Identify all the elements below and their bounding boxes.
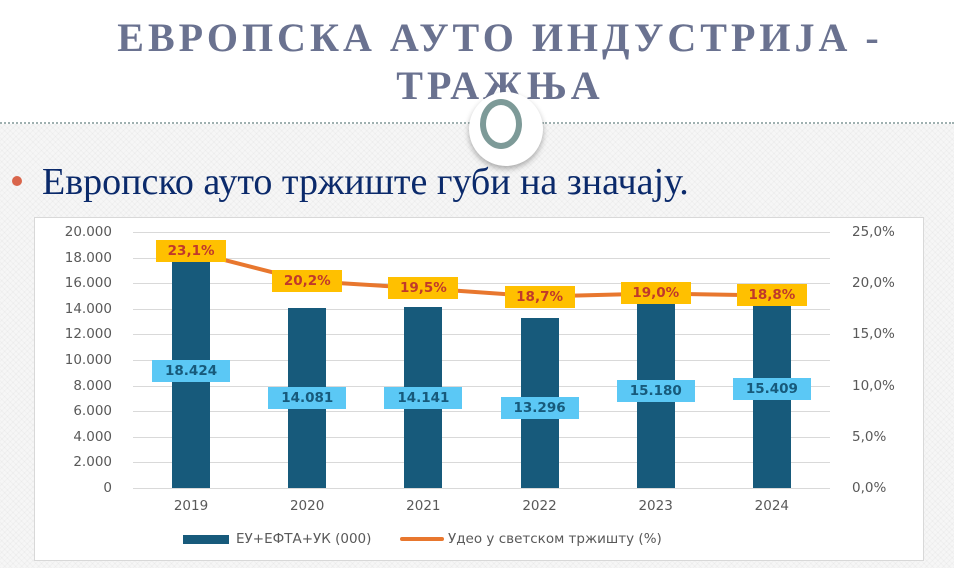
legend-line-label: Удео у светском тржишту (%) bbox=[448, 531, 662, 547]
slide-title-line1: ЕВРОПСКА АУТО ИНДУСТРИЈА - bbox=[117, 15, 883, 60]
gridline bbox=[133, 411, 830, 413]
x-axis-label: 2021 bbox=[406, 498, 441, 514]
gridline bbox=[133, 462, 830, 464]
bar-value-label: 18.424 bbox=[152, 360, 231, 382]
y2-axis-tick: 10,0% bbox=[852, 377, 895, 394]
y-axis-tick: 10.000 bbox=[64, 352, 112, 368]
gridline bbox=[133, 283, 830, 285]
x-axis-label: 2019 bbox=[173, 498, 209, 514]
y-axis-tick: 20.000 bbox=[64, 224, 112, 240]
gridline bbox=[133, 488, 830, 489]
y2-axis-tick: 15,0% bbox=[852, 326, 895, 343]
y-axis-tick: 8.000 bbox=[73, 377, 112, 394]
y-axis-tick: 14.000 bbox=[64, 300, 112, 317]
share-value-label: 19,5% bbox=[388, 277, 459, 300]
share-value-label: 18,8% bbox=[736, 284, 807, 307]
y-axis-tick: 12.000 bbox=[64, 326, 112, 343]
legend-bar-swatch-icon bbox=[183, 535, 229, 544]
y-axis-tick: 16.000 bbox=[64, 275, 112, 292]
x-axis-label: 2024 bbox=[754, 498, 789, 514]
x-axis-label: 2022 bbox=[522, 498, 557, 514]
y-axis-tick: 0 bbox=[103, 480, 112, 496]
divider-left bbox=[0, 122, 470, 124]
slide-title: ЕВРОПСКА АУТО ИНДУСТРИЈА - ТРАЖЊА bbox=[40, 14, 954, 110]
y-axis-tick: 2.000 bbox=[73, 454, 112, 471]
share-value-label: 23,1% bbox=[156, 240, 227, 263]
y2-axis-tick: 20,0% bbox=[852, 275, 895, 292]
bar-value-label: 15.409 bbox=[732, 378, 811, 400]
y-axis-tick: 18.000 bbox=[64, 249, 112, 266]
legend-line-swatch-icon bbox=[400, 537, 444, 541]
y-axis-tick: 4.000 bbox=[73, 428, 112, 445]
bar-value-label: 13.296 bbox=[500, 397, 579, 419]
x-axis-label: 2020 bbox=[289, 498, 325, 514]
y2-axis-tick: 5,0% bbox=[852, 428, 887, 445]
bullet-text: Европско ауто тржиште губи на значају. bbox=[42, 161, 689, 203]
bar-value-label: 14.141 bbox=[384, 387, 463, 409]
gridline bbox=[133, 257, 830, 259]
y2-axis-tick: 0,0% bbox=[852, 480, 887, 496]
y2-axis-tick: 25,0% bbox=[852, 224, 895, 240]
bar-value-label: 15.180 bbox=[616, 380, 695, 402]
ring-icon bbox=[480, 99, 522, 149]
bullet-icon bbox=[12, 176, 22, 186]
gridline bbox=[133, 360, 830, 361]
divider-right bbox=[542, 122, 954, 124]
gridline bbox=[133, 232, 830, 233]
share-value-label: 20,2% bbox=[272, 270, 343, 293]
x-axis-label: 2023 bbox=[638, 498, 673, 514]
gridline bbox=[133, 436, 830, 438]
legend-bar-label: ЕУ+ЕФТА+УК (000) bbox=[236, 531, 372, 547]
gridline bbox=[133, 308, 830, 310]
y-axis-tick: 6.000 bbox=[73, 403, 112, 420]
share-value-label: 18,7% bbox=[504, 285, 575, 308]
title-area bbox=[0, 0, 954, 124]
gridline bbox=[133, 385, 830, 387]
gridline bbox=[133, 334, 830, 336]
share-value-label: 19,0% bbox=[620, 282, 691, 305]
bar-value-label: 14.081 bbox=[268, 387, 347, 409]
